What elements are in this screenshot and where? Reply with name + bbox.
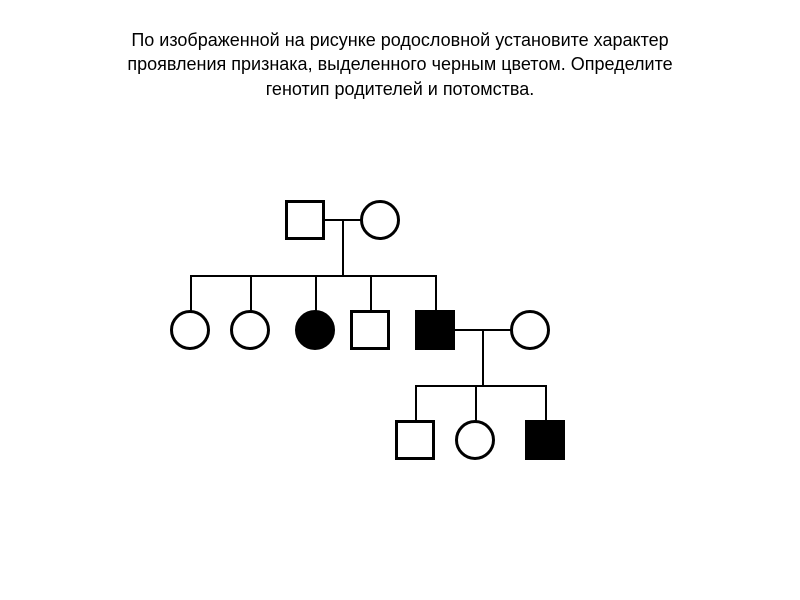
node-g2-5 bbox=[415, 310, 455, 350]
node-g2-3 bbox=[295, 310, 335, 350]
node-g1-female bbox=[360, 200, 400, 240]
edge-drop-g2mate bbox=[482, 329, 484, 385]
edge-drop-g2b bbox=[250, 275, 252, 312]
edge-drop-g3a bbox=[415, 385, 417, 422]
node-g3-2 bbox=[455, 420, 495, 460]
edge-drop-g2e bbox=[435, 275, 437, 312]
node-g2-1 bbox=[170, 310, 210, 350]
node-g2-4 bbox=[350, 310, 390, 350]
edge-drop-g3b bbox=[475, 385, 477, 422]
task-title: По изображенной на рисунке родословной у… bbox=[60, 28, 740, 101]
edge-drop-g2a bbox=[190, 275, 192, 312]
node-g3-1 bbox=[395, 420, 435, 460]
edge-sibbar-g2 bbox=[190, 275, 435, 277]
edge-sibbar-g3 bbox=[415, 385, 545, 387]
node-g2-2 bbox=[230, 310, 270, 350]
edge-drop-g3c bbox=[545, 385, 547, 422]
node-g3-3 bbox=[525, 420, 565, 460]
node-g1-male bbox=[285, 200, 325, 240]
title-line-1: По изображенной на рисунке родословной у… bbox=[131, 30, 668, 50]
edge-drop-g2d bbox=[370, 275, 372, 312]
pedigree-diagram bbox=[170, 200, 670, 520]
title-line-3: генотип родителей и потомства. bbox=[266, 79, 534, 99]
edge-drop-g1 bbox=[342, 219, 344, 275]
node-g2-6 bbox=[510, 310, 550, 350]
title-line-2: проявления признака, выделенного черным … bbox=[127, 54, 672, 74]
edge-drop-g2c bbox=[315, 275, 317, 312]
